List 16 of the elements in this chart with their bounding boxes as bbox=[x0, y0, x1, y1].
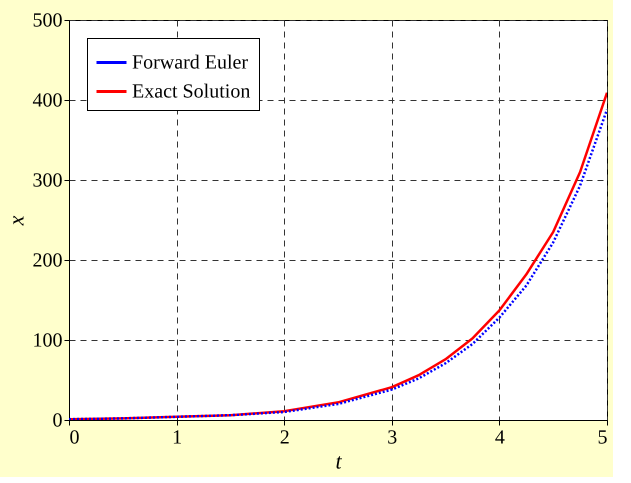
y-tick-label: 500 bbox=[32, 10, 62, 32]
x-tick-label: 4 bbox=[494, 426, 505, 448]
x-axis-title: t bbox=[335, 448, 342, 474]
y-tick-label: 300 bbox=[32, 170, 62, 192]
x-tick-label: 0 bbox=[70, 426, 80, 448]
y-tick-label: 400 bbox=[32, 90, 62, 112]
y-axis-title: x bbox=[4, 215, 28, 226]
x-tick-label: 5 bbox=[598, 426, 608, 448]
legend-label: Exact Solution bbox=[132, 80, 250, 102]
x-tick-label: 3 bbox=[387, 426, 398, 448]
y-tick-label: 0 bbox=[52, 410, 62, 432]
y-tick-label: 100 bbox=[32, 330, 62, 352]
legend-label: Forward Euler bbox=[132, 52, 248, 74]
y-tick-label: 200 bbox=[32, 250, 62, 272]
x-tick-label: 1 bbox=[172, 426, 182, 448]
x-tick-label: 2 bbox=[280, 426, 290, 448]
